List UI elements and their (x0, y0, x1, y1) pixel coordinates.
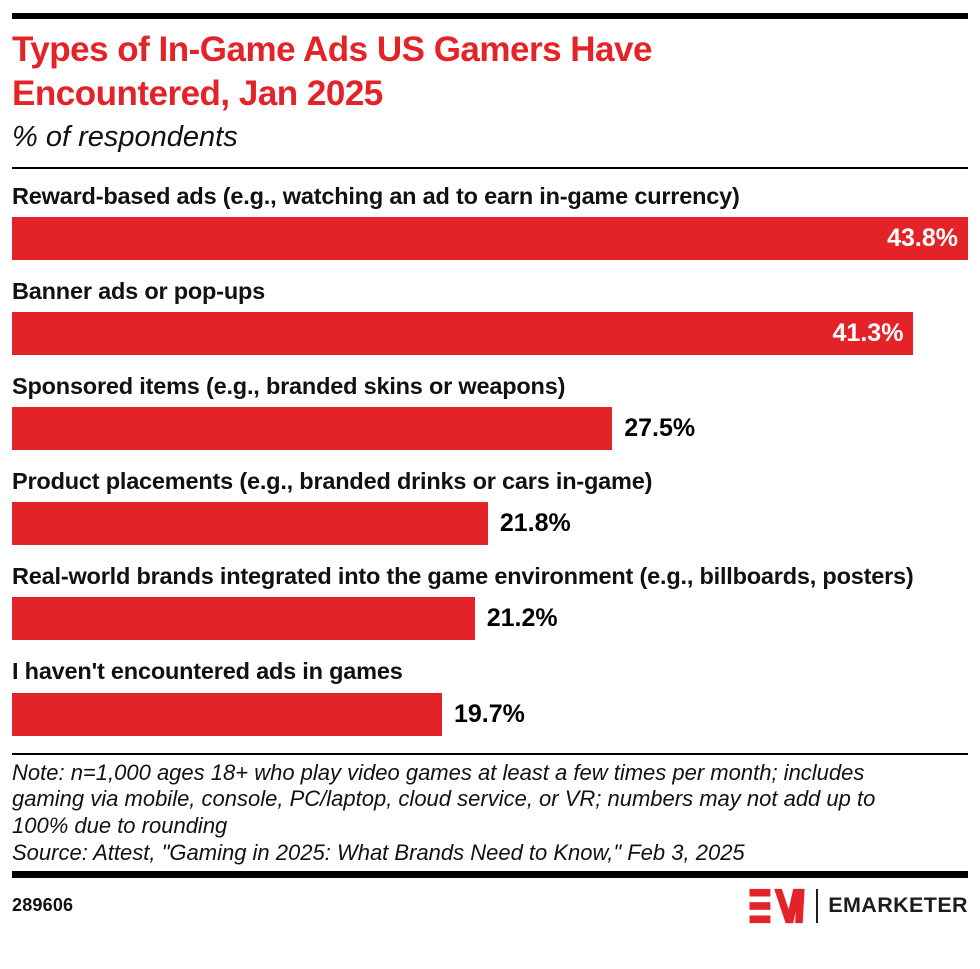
chart-subtitle: % of respondents (12, 121, 238, 154)
bar-value-outside: 21.8% (499, 509, 571, 538)
bar-line: 21.8% (12, 502, 968, 546)
bar: 43.8% (12, 216, 968, 260)
bar-line: 19.7% (12, 692, 968, 736)
chart-title: Types of In-Game Ads US Gamers Have Enco… (12, 30, 652, 114)
bar: 41.3% (12, 311, 914, 355)
bar-line: 41.3% (12, 311, 968, 355)
footer: 289606 EMARKETER (12, 886, 968, 926)
bar-label: Product placements (e.g., branded drinks… (12, 468, 653, 495)
bar-value-inside: 41.3% (832, 318, 904, 347)
note-text: Note: n=1,000 ages 18+ who play video ga… (12, 759, 876, 839)
bottom-rule (12, 870, 968, 878)
bar (12, 407, 613, 451)
bar-value-outside: 21.2% (486, 604, 558, 633)
footnote-block: Note: n=1,000 ages 18+ who play video ga… (12, 760, 968, 867)
bar-row: Real-world brands integrated into the ga… (12, 562, 968, 641)
bar-chart: Reward-based ads (e.g., watching an ad t… (12, 182, 968, 736)
bar-label: Reward-based ads (e.g., watching an ad t… (12, 182, 740, 209)
bar-label: Sponsored items (e.g., branded skins or … (12, 372, 566, 399)
bar-row: Banner ads or pop-ups 41.3% (12, 277, 968, 355)
logo-divider (816, 888, 819, 923)
header-divider (12, 166, 968, 169)
bar-value-outside: 19.7% (453, 699, 525, 728)
bar (12, 597, 475, 641)
bar-value-outside: 27.5% (624, 414, 696, 443)
bar-line: 27.5% (12, 407, 968, 451)
bar-row: I haven't encountered ads in games 19.7% (12, 657, 968, 736)
bar (12, 502, 488, 546)
top-rule (12, 13, 968, 19)
bar-line: 21.2% (12, 597, 968, 641)
bar-label: Real-world brands integrated into the ga… (12, 563, 914, 590)
chart-id: 289606 (12, 895, 74, 916)
bar-label: I haven't encountered ads in games (12, 658, 403, 685)
source-text: Source: Attest, "Gaming in 2025: What Br… (12, 840, 745, 866)
bar-value-inside: 43.8% (887, 223, 958, 252)
emarketer-logo: EMARKETER (749, 887, 968, 925)
logo-text: EMARKETER (828, 893, 968, 918)
bar-row: Sponsored items (e.g., branded skins or … (12, 372, 968, 451)
footnote-divider (12, 752, 968, 755)
bar-row: Product placements (e.g., branded drinks… (12, 467, 968, 546)
bar-row: Reward-based ads (e.g., watching an ad t… (12, 182, 968, 260)
chart-page: Types of In-Game Ads US Gamers Have Enco… (0, 13, 980, 926)
emarketer-logo-mark-icon (749, 888, 805, 924)
bar (12, 692, 442, 736)
bar-label: Banner ads or pop-ups (12, 277, 266, 304)
bar-line: 43.8% (12, 216, 968, 260)
